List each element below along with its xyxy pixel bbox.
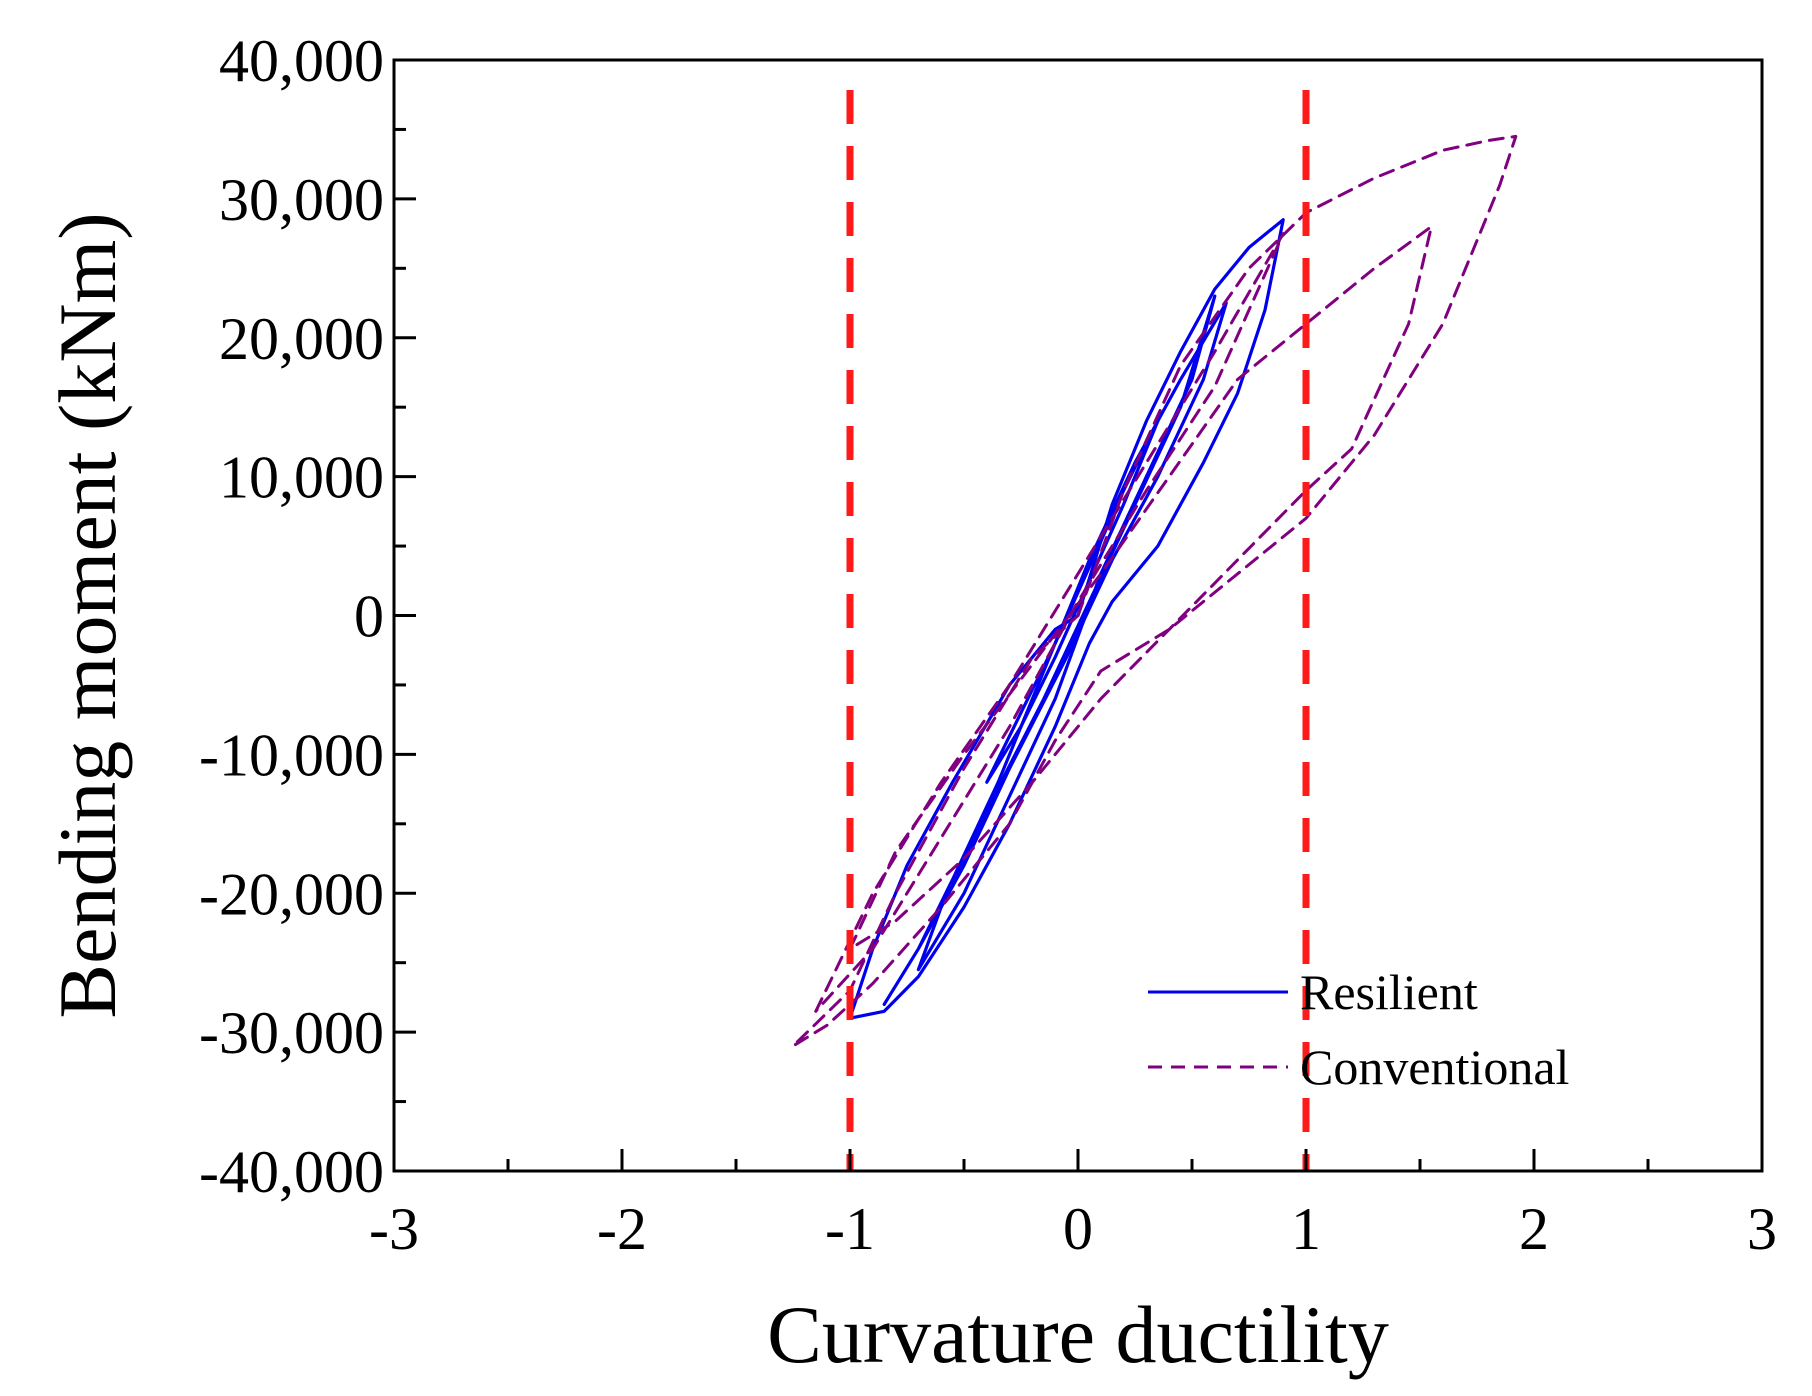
x-tick-label: -2 bbox=[597, 1196, 647, 1262]
series-resilient-loop-0 bbox=[848, 218, 1285, 1020]
axis-ticks-layer bbox=[392, 58, 1764, 1173]
y-tick-label: -20,000 bbox=[199, 861, 384, 927]
legend: Resilient Conventional bbox=[1148, 964, 1569, 1095]
x-tick-label: 2 bbox=[1519, 1196, 1549, 1262]
x-tick-label: -3 bbox=[369, 1196, 419, 1262]
series-conventional-loop-0 bbox=[791, 134, 1518, 1048]
reference-lines-layer bbox=[846, 90, 1310, 1171]
y-tick-label: -10,000 bbox=[199, 722, 384, 788]
x-tick-label: 3 bbox=[1747, 1196, 1777, 1262]
x-tick-label: -1 bbox=[825, 1196, 875, 1262]
series-resilient-loop-2 bbox=[916, 294, 1217, 972]
y-tick-label: 0 bbox=[354, 584, 384, 650]
y-tick-label: 30,000 bbox=[219, 167, 384, 233]
y-tick-label: -30,000 bbox=[199, 1000, 384, 1066]
y-axis-tick-labels: -40,000 -30,000 -20,000 -10,000 0 10,000 20,00… bbox=[199, 28, 384, 1205]
y-tick-label: -40,000 bbox=[199, 1139, 384, 1205]
series-conventional-loop-2 bbox=[814, 232, 1285, 1013]
plot-series-layer bbox=[791, 134, 1518, 1048]
legend-label-resilient: Resilient bbox=[1300, 964, 1478, 1020]
y-tick-label: 20,000 bbox=[219, 306, 384, 372]
x-axis-title: Curvature ductility bbox=[767, 1289, 1389, 1380]
x-tick-label: 0 bbox=[1063, 1196, 1093, 1262]
legend-label-conventional: Conventional bbox=[1300, 1039, 1569, 1095]
y-axis-title: Bending moment (kNm) bbox=[42, 212, 133, 1018]
y-tick-label: 10,000 bbox=[219, 445, 384, 511]
y-tick-label: 40,000 bbox=[219, 28, 384, 94]
series-conventional-loop-1 bbox=[848, 225, 1433, 951]
x-axis-tick-labels: -3 -2 -1 0 1 2 3 bbox=[369, 1196, 1777, 1262]
x-tick-label: 1 bbox=[1291, 1196, 1321, 1262]
